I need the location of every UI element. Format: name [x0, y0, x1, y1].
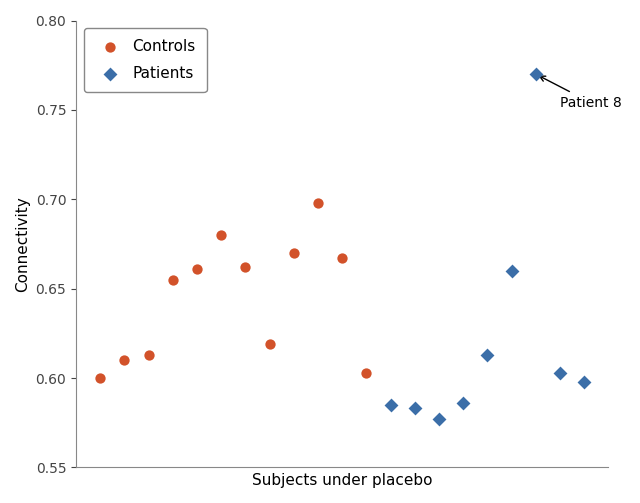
Patients: [385, 401, 396, 409]
Patients: [506, 267, 516, 275]
Controls: [264, 340, 275, 348]
Controls: [240, 263, 250, 271]
Controls: [361, 369, 371, 377]
Patients: [410, 404, 420, 412]
Controls: [168, 276, 178, 284]
Y-axis label: Connectivity: Connectivity: [15, 196, 30, 292]
Text: Patient 8: Patient 8: [540, 76, 621, 110]
Patients: [483, 351, 493, 359]
Patients: [531, 70, 541, 78]
Controls: [143, 351, 154, 359]
Legend: Controls, Patients: Controls, Patients: [84, 28, 207, 92]
Controls: [289, 249, 299, 257]
Controls: [192, 265, 202, 273]
Patients: [579, 378, 589, 386]
Controls: [313, 199, 323, 207]
Controls: [95, 374, 106, 382]
Controls: [216, 231, 227, 239]
Patients: [555, 369, 565, 377]
Patients: [434, 415, 444, 423]
Controls: [119, 356, 129, 364]
Controls: [337, 254, 348, 262]
X-axis label: Subjects under placebo: Subjects under placebo: [252, 473, 433, 488]
Patients: [458, 399, 468, 407]
